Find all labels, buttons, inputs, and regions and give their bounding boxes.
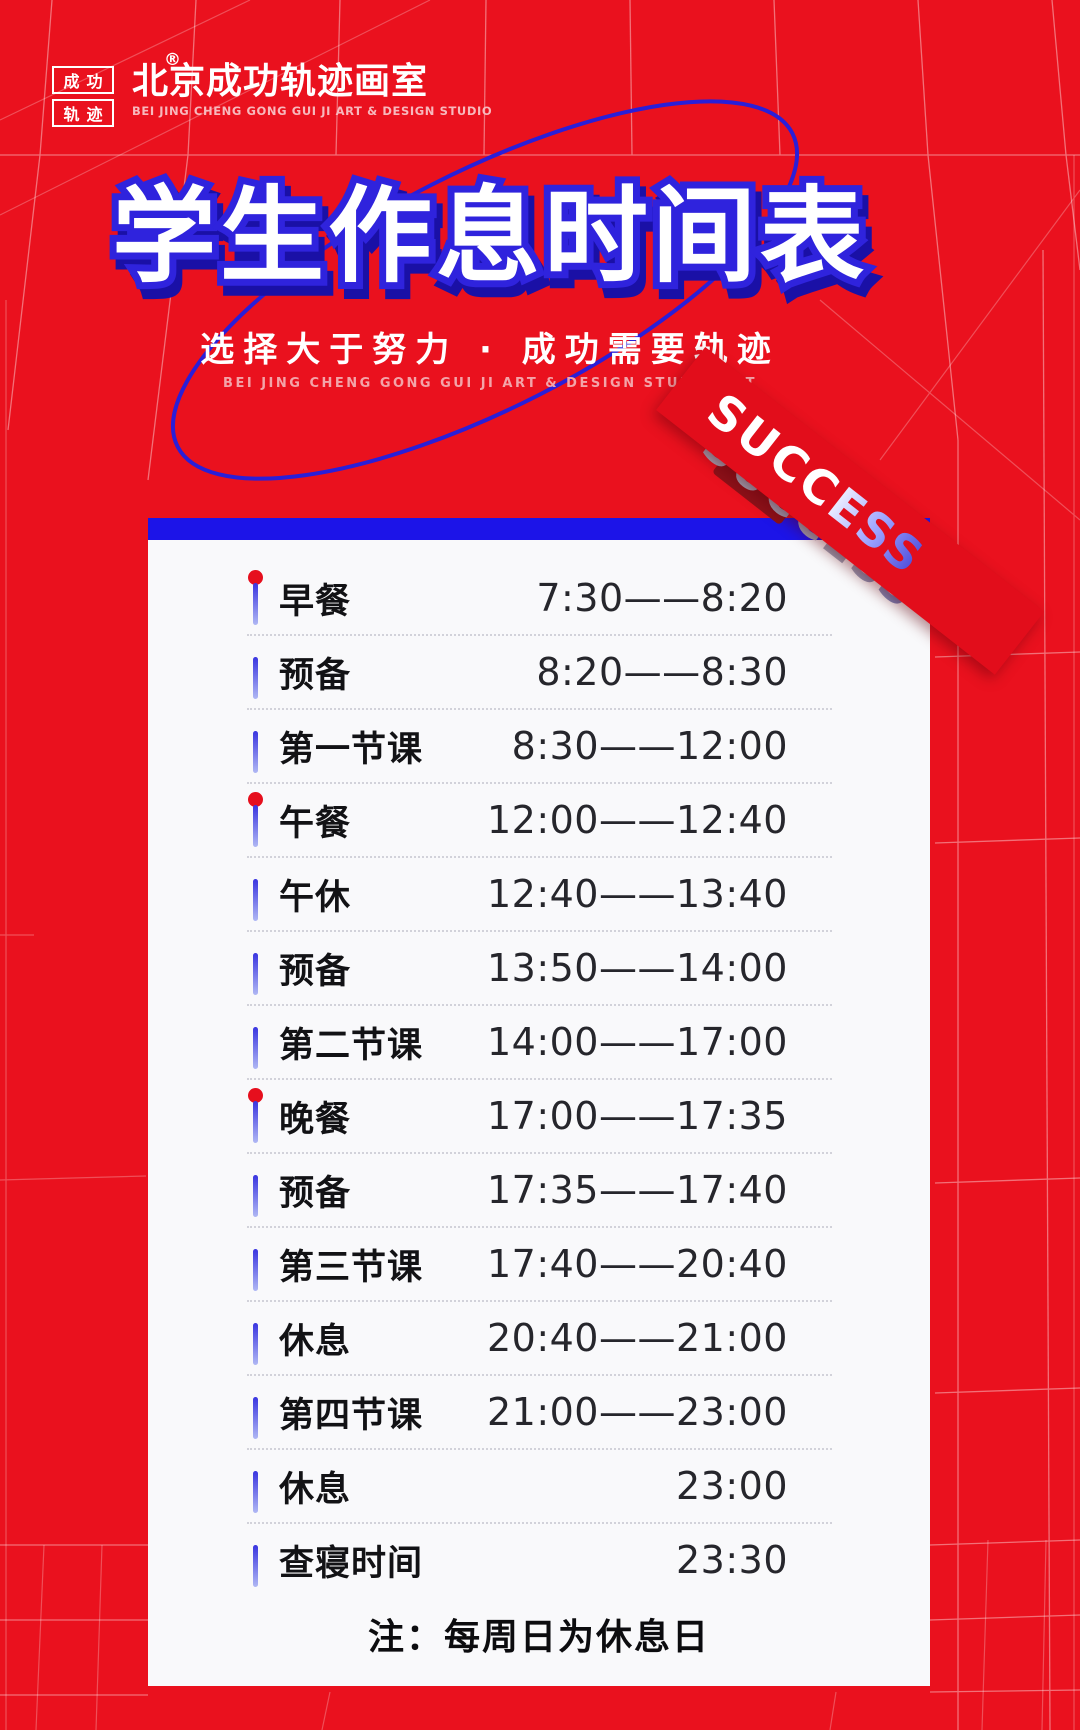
row-time: 17:40——20:40 <box>486 1242 788 1286</box>
registered-trademark-icon: ® <box>164 50 181 70</box>
row-time: 7:30——8:20 <box>536 576 788 620</box>
row-accent-bar-icon <box>253 1249 258 1291</box>
row-marker <box>247 562 273 634</box>
schedule-row: 预备 8:20——8:30 <box>247 636 832 710</box>
row-accent-bar-icon <box>253 1175 258 1217</box>
schedule-row: 休息 23:00 <box>247 1450 832 1524</box>
row-time: 21:00——23:00 <box>486 1390 788 1434</box>
row-label: 休息 <box>279 1321 352 1362</box>
row-accent-bar-icon <box>253 731 258 773</box>
schedule-row: 查寝时间 23:30 <box>247 1524 832 1596</box>
row-marker <box>247 1228 273 1300</box>
row-marker <box>247 1450 273 1522</box>
row-marker <box>247 1302 273 1374</box>
schedule-row: 晚餐 17:00——17:35 <box>247 1080 832 1154</box>
schedule-row: 午餐 12:00——12:40 <box>247 784 832 858</box>
row-label: 休息 <box>279 1469 352 1510</box>
row-time: 8:20——8:30 <box>536 650 788 694</box>
schedule-row: 午休 12:40——13:40 <box>247 858 832 932</box>
row-accent-bar-icon <box>253 657 258 699</box>
row-label: 第三节课 <box>279 1247 424 1288</box>
footer-note: 注：每周日为休息日 <box>367 1617 710 1658</box>
row-marker <box>247 858 273 930</box>
row-marker <box>247 1080 273 1152</box>
row-label: 早餐 <box>279 581 352 622</box>
row-accent-bar-icon <box>253 1397 258 1439</box>
brand-text: 北京成功轨迹画室 BEI JING CHENG GONG GUI JI ART … <box>132 44 492 127</box>
row-accent-bar-icon <box>253 953 258 995</box>
row-marker <box>247 1006 273 1078</box>
row-label: 第四节课 <box>279 1395 424 1436</box>
card-top-bar <box>148 518 930 540</box>
row-marker <box>247 710 273 782</box>
row-accent-bar-icon <box>253 1027 258 1069</box>
row-label: 第一节课 <box>279 729 424 770</box>
row-time: 12:00——12:40 <box>486 798 788 842</box>
row-label: 查寝时间 <box>279 1543 424 1584</box>
row-time: 23:00 <box>675 1464 788 1508</box>
row-accent-bar-icon <box>253 1323 258 1365</box>
row-time: 20:40——21:00 <box>486 1316 788 1360</box>
row-accent-bar-icon <box>253 1101 258 1143</box>
row-label: 预备 <box>279 1173 352 1214</box>
brand-name: 北京成功轨迹画室 <box>132 61 429 102</box>
row-time: 13:50——14:00 <box>486 946 788 990</box>
row-accent-bar-icon <box>253 879 258 921</box>
row-marker <box>247 1524 273 1596</box>
row-time: 17:00——17:35 <box>486 1094 788 1138</box>
row-label: 预备 <box>279 951 352 992</box>
row-label: 午休 <box>279 877 352 918</box>
schedule-row: 第二节课 14:00——17:00 <box>247 1006 832 1080</box>
poster-title: 学生作息时间表 学生作息时间表 学生作息时间表 <box>0 169 980 313</box>
schedule-row: 休息 20:40——21:00 <box>247 1302 832 1376</box>
schedule-rows: 早餐 7:30——8:20 预备 8:20——8:30 第一节课 8:30——1… <box>148 540 930 1596</box>
meal-dot-icon <box>248 1088 263 1103</box>
row-time: 17:35——17:40 <box>486 1168 788 1212</box>
logo-box-bottom: 轨迹 <box>52 99 114 127</box>
meal-dot-icon <box>248 570 263 585</box>
slogan: 选择大于努力 · 成功需要轨迹 <box>200 330 780 370</box>
poster-title-fill-layer: 学生作息时间表 <box>111 175 868 297</box>
row-label: 午餐 <box>279 803 352 844</box>
row-marker <box>247 784 273 856</box>
schedule-row: 第三节课 17:40——20:40 <box>247 1228 832 1302</box>
row-marker <box>247 932 273 1004</box>
brand-header: 成功 轨迹 ® 北京成功轨迹画室 BEI JING CHENG GONG GUI… <box>52 44 492 127</box>
row-label: 第二节课 <box>279 1025 424 1066</box>
schedule-row: 第四节课 21:00——23:00 <box>247 1376 832 1450</box>
row-marker <box>247 1376 273 1448</box>
row-accent-bar-icon <box>253 1471 258 1513</box>
row-accent-bar-icon <box>253 805 258 847</box>
row-time: 14:00——17:00 <box>486 1020 788 1064</box>
row-time: 8:30——12:00 <box>511 724 788 768</box>
meal-dot-icon <box>248 792 263 807</box>
row-time: 12:40——13:40 <box>486 872 788 916</box>
slogan-english: BEI JING CHENG GONG GUI JI ART & DESIGN … <box>223 376 757 391</box>
schedule-row: 早餐 7:30——8:20 <box>247 562 832 636</box>
row-label: 晚餐 <box>279 1099 352 1140</box>
row-time: 23:30 <box>675 1538 788 1582</box>
row-marker <box>247 1154 273 1226</box>
schedule-row: 第一节课 8:30——12:00 <box>247 710 832 784</box>
schedule-row: 预备 17:35——17:40 <box>247 1154 832 1228</box>
brand-name-english: BEI JING CHENG GONG GUI JI ART & DESIGN … <box>132 104 493 118</box>
row-accent-bar-icon <box>253 1545 258 1587</box>
brand-logo: 成功 轨迹 <box>52 66 114 127</box>
schedule-card: 早餐 7:30——8:20 预备 8:20——8:30 第一节课 8:30——1… <box>148 518 930 1686</box>
logo-box-top: 成功 <box>52 66 114 94</box>
row-accent-bar-icon <box>253 583 258 625</box>
row-marker <box>247 636 273 708</box>
row-label: 预备 <box>279 655 352 696</box>
schedule-row: 预备 13:50——14:00 <box>247 932 832 1006</box>
